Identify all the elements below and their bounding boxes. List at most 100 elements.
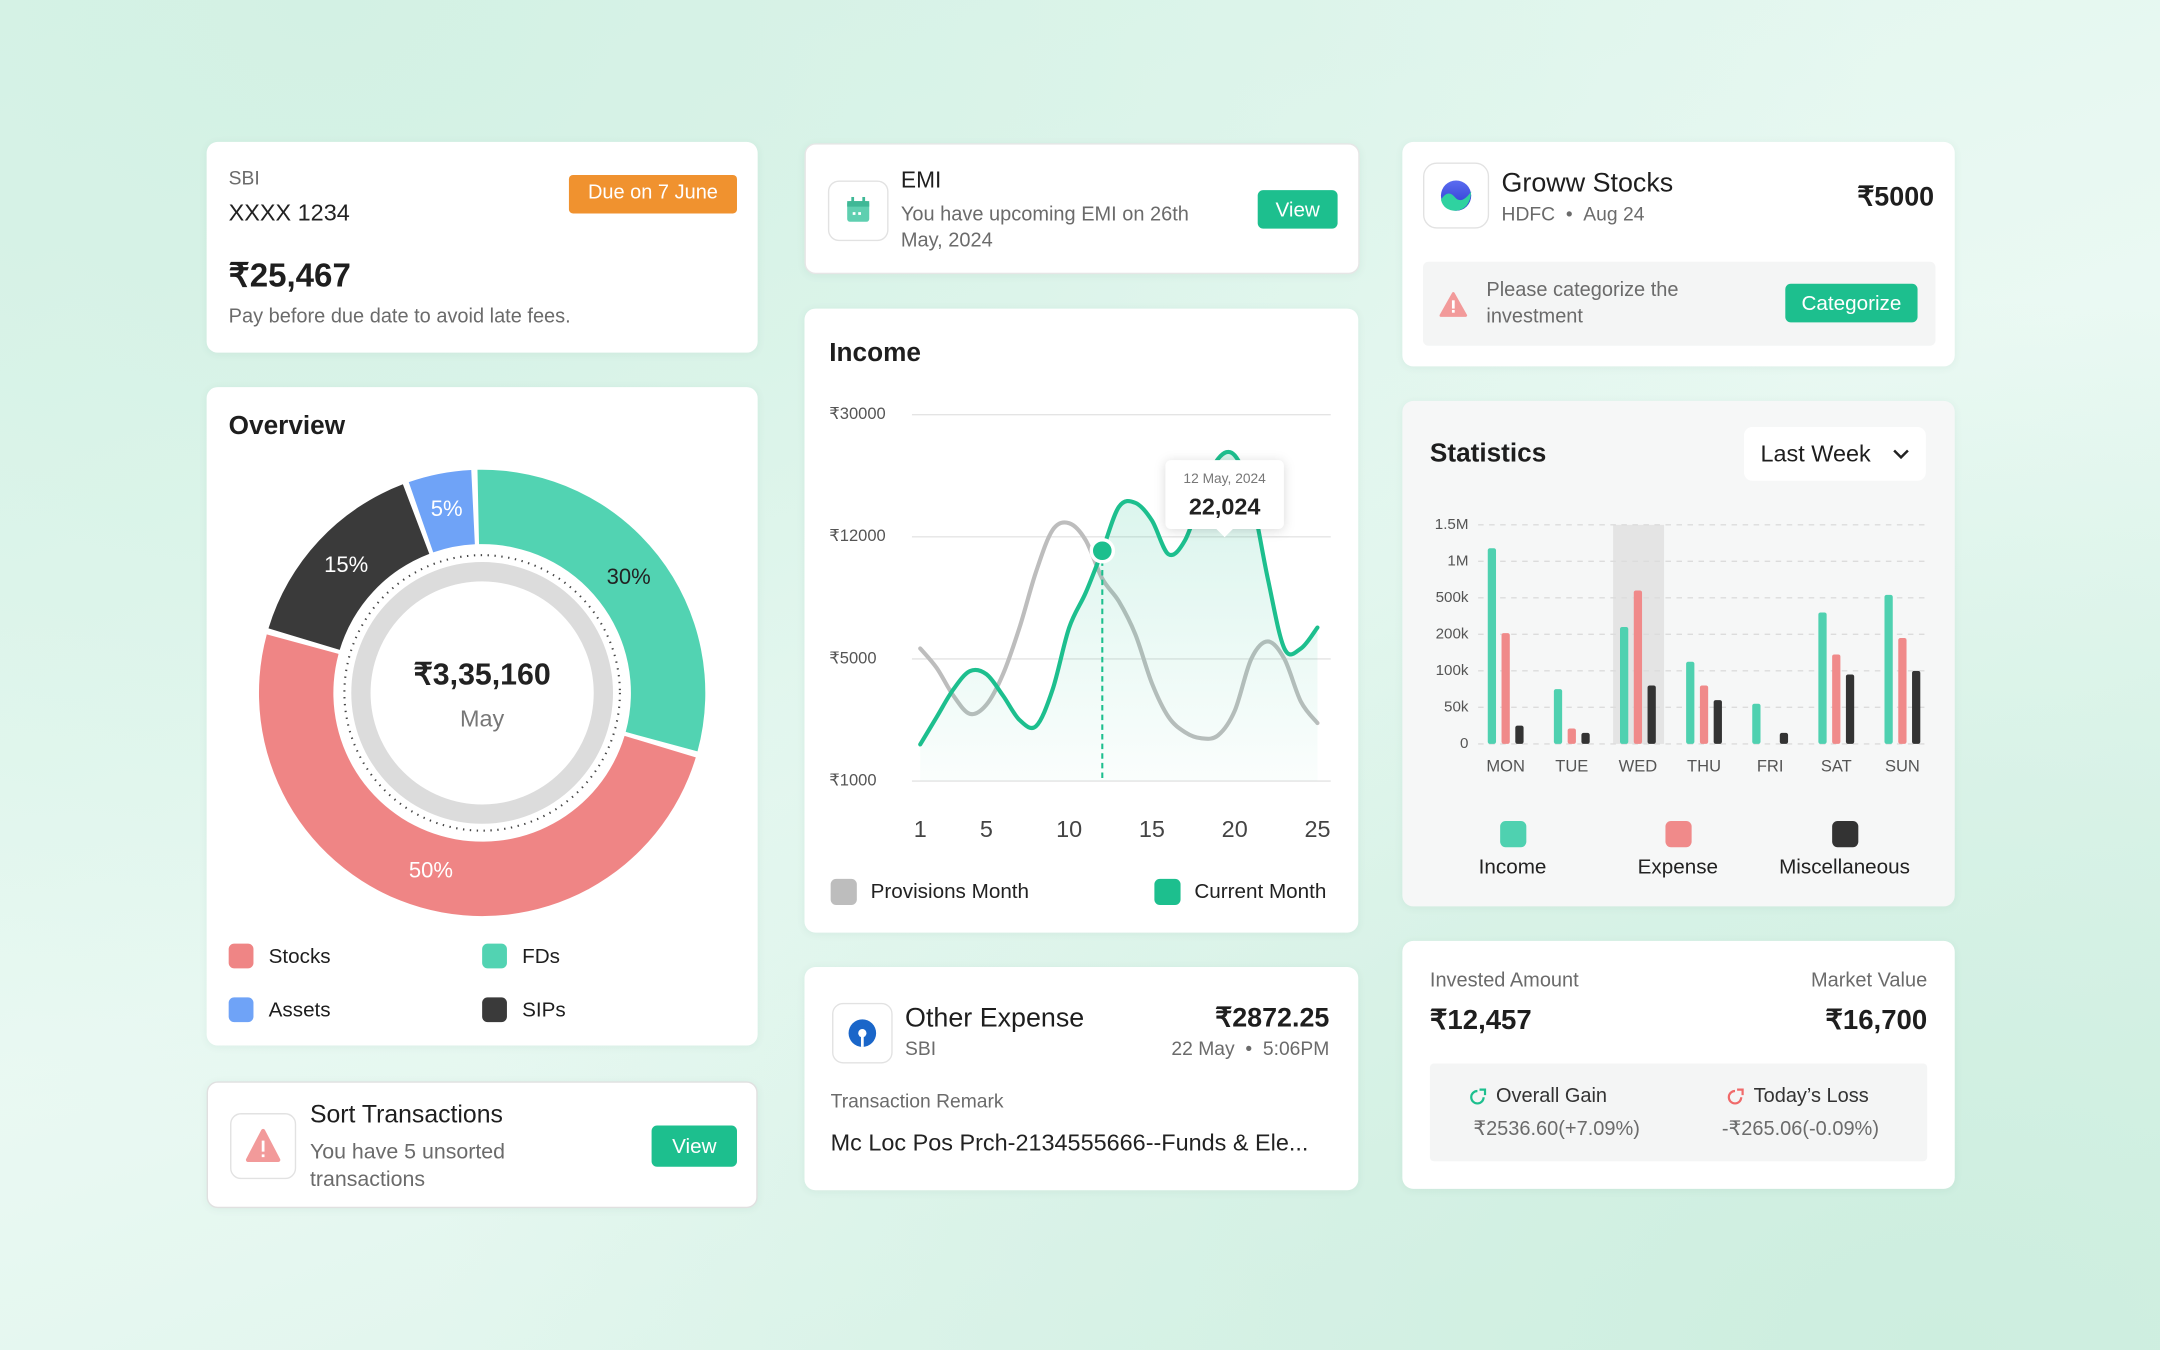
- icon-box: [827, 180, 889, 242]
- bank: SBI: [905, 1037, 937, 1060]
- donut-segment: [477, 469, 706, 752]
- x-tick-label: THU: [1687, 757, 1721, 776]
- view-button[interactable]: View: [1257, 190, 1338, 229]
- dotted-ring: [343, 554, 621, 832]
- y-tick-label: 50k: [1444, 698, 1469, 715]
- separator: •: [1555, 202, 1584, 225]
- x-tick-label: 10: [1056, 816, 1082, 842]
- card-text: You have upcoming EMI on 26th May, 2024: [900, 203, 1189, 253]
- x-tick-label: 25: [1304, 816, 1330, 842]
- period-dropdown[interactable]: Last Week: [1743, 427, 1926, 481]
- calendar-icon: [847, 196, 870, 222]
- bar: [1515, 725, 1524, 744]
- y-tick-label: 1M: [1447, 552, 1468, 569]
- statistics-card: Statistics Last Week 0 50k 100k 200k 500k 1M 1…: [1402, 400, 1955, 907]
- donut-segment: [408, 470, 475, 553]
- legend-swatch: [830, 878, 857, 906]
- bar: [1752, 703, 1761, 744]
- donut-chart: ₹3,35,160 May 30% 50% 15% 5%: [258, 469, 706, 917]
- statistics-chart: 0 50k 100k 200k 500k 1M 1.5M MON TUE WED THU FRI SAT…: [1435, 516, 1929, 878]
- bar: [1912, 670, 1921, 744]
- loss-icon: [1727, 1088, 1744, 1105]
- card-title: Overview: [228, 411, 346, 441]
- icon-box: [230, 1113, 297, 1180]
- legend-label: Miscellaneous: [1779, 855, 1910, 878]
- legend-label: Income: [1479, 855, 1547, 878]
- sort-card: Sort Transactions You have 5 unsorted tr…: [206, 1081, 758, 1209]
- amount: ₹25,467: [228, 257, 351, 295]
- bar: [1567, 728, 1576, 744]
- bar: [1686, 661, 1695, 744]
- invested-label: Invested Amount: [1429, 969, 1579, 992]
- date: 22 May: [1171, 1037, 1235, 1060]
- bar: [1818, 612, 1827, 744]
- y-tick-label: 200k: [1436, 625, 1469, 642]
- card-title: EMI: [900, 168, 942, 193]
- x-tick-label: 5: [980, 816, 993, 842]
- tooltip-pointer: [1216, 528, 1233, 538]
- separator: •: [1234, 1037, 1263, 1060]
- legend-swatch: [1832, 821, 1859, 848]
- tooltip-box: [1165, 460, 1284, 529]
- data-label: 15%: [324, 552, 368, 577]
- sub: HDFC • Aug 24: [1502, 202, 1645, 225]
- y-tick-label: 0: [1460, 735, 1468, 752]
- bank-icon: [848, 1019, 877, 1047]
- date-time: 22 May • 5:06PM: [1171, 1037, 1329, 1060]
- legend-swatch: [482, 943, 507, 969]
- amount: ₹2872.25: [1215, 1002, 1330, 1034]
- center-label: May: [460, 706, 505, 732]
- x-tick-label: SAT: [1821, 757, 1852, 776]
- data-label: 5%: [431, 496, 463, 521]
- tooltip-date: 12 May, 2024: [1183, 471, 1266, 486]
- y-tick-label: ₹1000: [829, 770, 876, 789]
- donut-segment: [268, 484, 430, 650]
- income-card: Income ₹1000 ₹5000 ₹12000 ₹30000 1 5 10 15 20 25 P…: [804, 308, 1359, 933]
- bar: [1845, 674, 1855, 744]
- gain-label: Overall Gain: [1496, 1085, 1608, 1108]
- legend-label: FDs: [522, 944, 560, 969]
- y-tick-label: 500k: [1436, 589, 1469, 606]
- bar: [1898, 638, 1907, 744]
- alert-text: Please categorize the investment: [1486, 279, 1679, 328]
- legend-label: Expense: [1638, 855, 1718, 878]
- legend-label: Assets: [268, 998, 331, 1023]
- bar: [1713, 700, 1722, 744]
- amount: ₹5000: [1857, 181, 1935, 213]
- view-button[interactable]: View: [651, 1125, 737, 1167]
- warning-icon: [1439, 292, 1468, 317]
- legend-swatch: [1154, 878, 1181, 906]
- data-label: 30%: [607, 564, 651, 589]
- card-title: Income: [829, 338, 921, 368]
- categorize-button[interactable]: Categorize: [1785, 283, 1918, 323]
- card-title: Other Expense: [905, 1002, 1085, 1034]
- bar: [1581, 732, 1590, 744]
- gain-box: Overall Gain ₹2536.60(+7.09%) Today’s Lo…: [1429, 1063, 1928, 1162]
- market-label: Market Value: [1810, 969, 1928, 992]
- account: XXXX 1234: [228, 199, 350, 226]
- tooltip-value: 22,024: [1189, 494, 1261, 520]
- data-label: 50%: [409, 858, 453, 883]
- bar: [1832, 654, 1841, 744]
- icon-box: [1423, 162, 1490, 229]
- legend-label: Provisions Month: [871, 880, 1029, 903]
- center-amount: ₹3,35,160: [414, 658, 551, 691]
- bar: [1619, 627, 1629, 744]
- remark: Mc Loc Pos Prch-2134555666--Funds & Ele.…: [830, 1129, 1309, 1156]
- x-tick-label: 1: [914, 816, 927, 842]
- due-badge: Due on 7 June: [568, 174, 737, 214]
- card-title: Sort Transactions: [309, 1100, 503, 1129]
- loss-row: Today’s Loss: [1725, 1086, 1869, 1110]
- x-tick-label: MON: [1486, 757, 1525, 776]
- legend-swatch: [228, 943, 254, 969]
- x-tick-label: TUE: [1555, 757, 1588, 776]
- x-tick-label: FRI: [1757, 757, 1784, 776]
- warning-icon: [245, 1128, 281, 1162]
- inner-ring: [351, 562, 614, 824]
- bar: [1884, 594, 1893, 744]
- legend-label: Stocks: [268, 944, 331, 969]
- legend-label: Current Month: [1194, 880, 1326, 903]
